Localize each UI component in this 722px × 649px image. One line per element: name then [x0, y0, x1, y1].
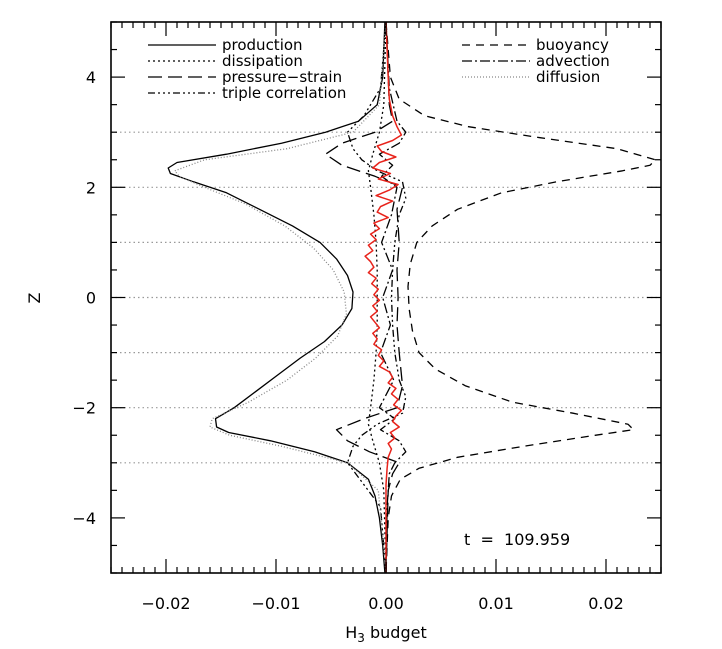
series-layer	[167, 21, 657, 574]
y-tick-label: 4	[86, 68, 96, 87]
y-tick-label: 0	[86, 289, 96, 308]
series-line-pressure-strain	[324, 21, 404, 574]
legend-label: production	[222, 36, 303, 54]
reference-lines	[111, 131, 661, 464]
series-line-advection	[378, 21, 407, 574]
x-tick-label: 0.02	[588, 594, 624, 613]
series-line-triple-correlation	[346, 21, 407, 574]
x-axis-title-suffix: budget	[365, 623, 427, 642]
time-annotation: t = 109.959	[464, 530, 570, 549]
legend-label: advection	[536, 52, 610, 70]
x-axis-title-subscript: 3	[357, 631, 365, 645]
legend-label: diffusion	[536, 68, 600, 86]
legend-label: buoyancy	[536, 36, 609, 54]
legend-label: triple correlation	[222, 84, 346, 102]
legend-label: dissipation	[222, 52, 303, 70]
x-axis-title: H3 budget	[345, 623, 426, 645]
x-tick-label: −0.02	[141, 594, 190, 613]
y-tick-label: 2	[86, 178, 96, 197]
x-tick-label: 0.00	[368, 594, 404, 613]
x-tick-labels: −0.02 −0.01 0.00 0.01 0.02	[141, 594, 623, 613]
y-axis-title: Z	[25, 292, 44, 303]
y-tick-label: −2	[72, 399, 96, 418]
x-tick-label: −0.01	[251, 594, 300, 613]
y-tick-labels: −4 −2 0 2 4	[72, 68, 96, 528]
series-line-red-profile	[364, 21, 403, 573]
y-tick-label: −4	[72, 509, 96, 528]
legend-left: productiondissipationpressure−straintrip…	[148, 36, 346, 102]
ticks-layer	[110, 21, 662, 574]
series-line-buoyancy	[385, 21, 657, 574]
legend-label: pressure−strain	[222, 68, 342, 86]
x-tick-label: 0.01	[478, 594, 514, 613]
series-line-production	[167, 21, 386, 574]
